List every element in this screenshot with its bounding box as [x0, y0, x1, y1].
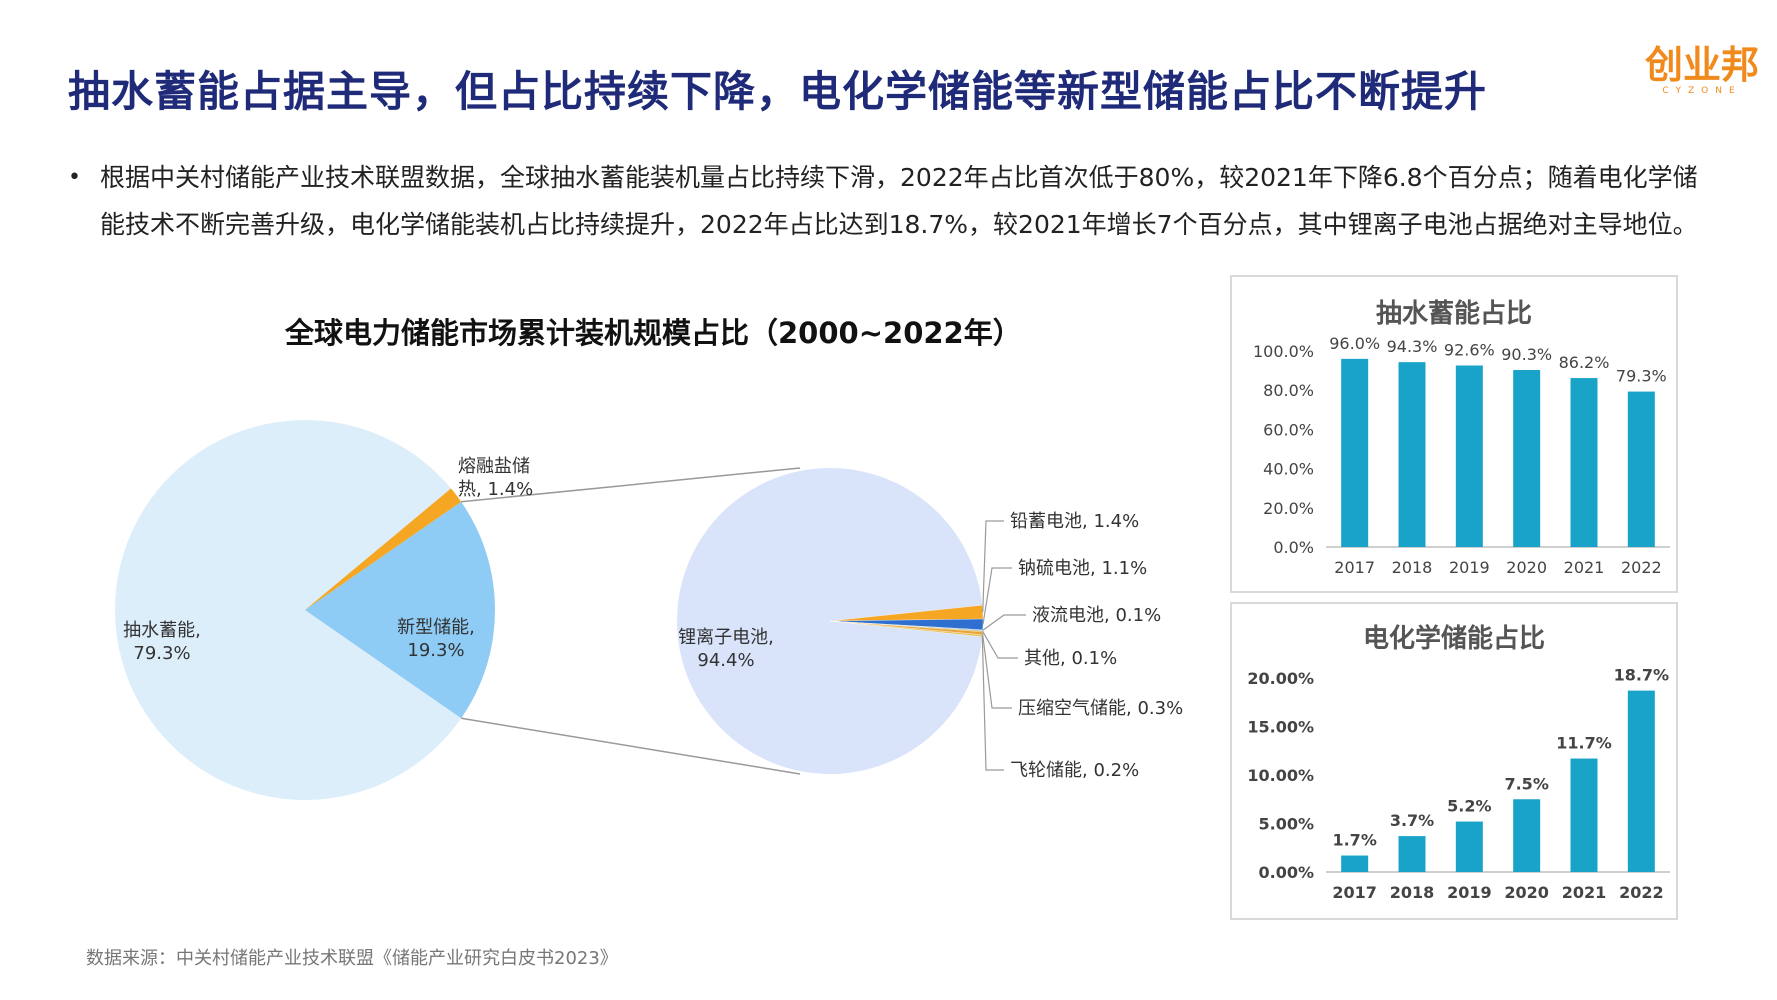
bar-2018	[1398, 362, 1426, 547]
bar-2019	[1455, 821, 1483, 872]
bar-2022	[1627, 690, 1655, 872]
pie-label-new-storage-name: 新型储能,	[397, 617, 475, 638]
electrochemical-share-title: 电化学储能占比	[1362, 624, 1545, 654]
summary-text: 根据中关村储能产业技术联盟数据，全球抽水蓄能装机量占比持续下滑，2022年占比首…	[100, 163, 1698, 239]
leader-line-4	[982, 631, 1018, 659]
x-tick-label: 2020	[1504, 883, 1549, 902]
pumped-share-panel: 抽水蓄能占比 0.0% 20.0% 40.0% 60.0% 80.0% 100.0% 96.…	[1230, 275, 1678, 593]
logo-text: 创业邦	[1644, 43, 1759, 87]
pie-label-2: 钠硫电池, 1.1%	[1018, 558, 1147, 579]
y-tick-label: 20.0%	[1263, 499, 1314, 518]
bar-value-label: 94.3%	[1387, 337, 1438, 356]
x-tick-label: 2022	[1619, 883, 1664, 902]
pie-label-6: 飞轮储能, 0.2%	[1010, 760, 1139, 781]
bar-value-label: 92.6%	[1444, 341, 1495, 360]
y-tick-label: 15.00%	[1247, 718, 1314, 737]
bullet-dot-icon: •	[68, 165, 81, 190]
bar-2018	[1398, 836, 1426, 872]
logo-subtext: CYZONE	[1662, 86, 1742, 96]
x-tick-label: 2021	[1562, 883, 1607, 902]
bar-value-label: 1.7%	[1332, 831, 1376, 850]
page-title: 抽水蓄能占据主导，但占比持续下降，电化学储能等新型储能占比不断提升	[68, 67, 1488, 116]
pumped-share-bar-chart: 0.0% 20.0% 40.0% 60.0% 80.0% 100.0% 96.0% 2017 9…	[1253, 334, 1670, 577]
y-tick-label: 60.0%	[1263, 420, 1314, 439]
x-tick-label: 2022	[1621, 558, 1662, 577]
leader-line-2	[982, 567, 1012, 625]
x-tick-label: 2019	[1447, 883, 1492, 902]
y-tick-label: 0.0%	[1273, 538, 1314, 557]
y-tick-label: 20.00%	[1247, 669, 1314, 688]
pie-label-5: 压缩空气储能, 0.3%	[1018, 698, 1183, 719]
leader-line-3	[982, 614, 1026, 631]
bar-value-label: 18.7%	[1614, 666, 1670, 685]
brand-logo: 创业邦 CYZONE	[1645, 46, 1759, 96]
pie-slice-lithium-ion	[677, 467, 983, 774]
bar-value-label: 3.7%	[1390, 811, 1434, 830]
x-tick-label: 2019	[1449, 558, 1490, 577]
y-tick-label: 80.0%	[1263, 381, 1314, 400]
y-tick-label: 5.00%	[1258, 815, 1314, 834]
pie-label-molten-salt-line1: 熔融盐储	[458, 456, 530, 477]
bar-2020	[1513, 370, 1541, 547]
pie-chart-title: 全球电力储能市场累计装机规模占比（2000~2022年）	[285, 316, 1022, 350]
x-tick-label: 2018	[1392, 558, 1433, 577]
pie-label-lithium-name: 锂离子电池,	[678, 627, 774, 648]
pie-slice-new-storage	[305, 501, 495, 719]
connector-line-top	[461, 467, 801, 503]
leader-line-1	[982, 520, 1004, 613]
x-tick-label: 2017	[1332, 883, 1377, 902]
y-tick-label: 40.0%	[1263, 460, 1314, 479]
pie-label-3: 液流电池, 0.1%	[1032, 605, 1161, 626]
bar-value-label: 86.2%	[1559, 353, 1610, 372]
y-tick-label: 100.0%	[1253, 342, 1314, 361]
pie-label-new-storage-value: 19.3%	[407, 640, 464, 661]
y-tick-label: 0.00%	[1258, 863, 1314, 882]
summary-bullet: • 根据中关村储能产业技术联盟数据，全球抽水蓄能装机量占比持续下滑，2022年占…	[68, 154, 1708, 248]
pie-label-pumped-value: 79.3%	[133, 643, 190, 664]
x-tick-label: 2021	[1564, 558, 1605, 577]
pie-label-pumped-name: 抽水蓄能,	[123, 620, 201, 641]
x-tick-label: 2018	[1390, 883, 1435, 902]
bar-2020	[1513, 799, 1541, 872]
pumped-share-title: 抽水蓄能占比	[1375, 299, 1532, 329]
electrochemical-share-bar-chart: 0.00% 5.00% 10.00% 15.00% 20.00% 1.7% 2017 3.7%…	[1247, 666, 1670, 902]
bar-value-label: 79.3%	[1616, 367, 1667, 386]
electrochemical-share-panel: 电化学储能占比 0.00% 5.00% 10.00% 15.00% 20.00% 1.7%…	[1230, 602, 1678, 920]
pie-label-lithium-value: 94.4%	[697, 650, 754, 671]
data-source: 数据来源：中关村储能产业技术联盟《储能产业研究白皮书2023》	[86, 948, 618, 969]
pie-label-4: 其他, 0.1%	[1024, 648, 1117, 669]
connector-line-bottom	[461, 717, 801, 775]
pie-label-1: 铅蓄电池, 1.4%	[1010, 511, 1139, 532]
bar-2017	[1341, 855, 1369, 872]
bar-value-label: 90.3%	[1501, 345, 1552, 364]
leader-line-5	[981, 633, 1012, 709]
bar-2022	[1627, 391, 1655, 547]
pie-slice-molten-salt	[305, 488, 462, 610]
bar-value-label: 5.2%	[1447, 797, 1491, 816]
bar-value-label: 11.7%	[1556, 734, 1612, 753]
pie-slice-pumped-storage	[115, 420, 462, 800]
bar-2021	[1570, 758, 1598, 872]
bar-value-label: 96.0%	[1329, 334, 1380, 353]
bar-value-label: 7.5%	[1504, 774, 1548, 793]
bar-2017	[1341, 358, 1369, 547]
x-tick-label: 2020	[1506, 558, 1547, 577]
x-tick-label: 2017	[1334, 558, 1375, 577]
bar-2021	[1570, 378, 1598, 547]
bar-2019	[1455, 365, 1483, 547]
y-tick-label: 10.00%	[1247, 766, 1314, 785]
pie-label-molten-salt-line2: 热, 1.4%	[458, 479, 533, 500]
leader-line-6	[981, 635, 1004, 771]
